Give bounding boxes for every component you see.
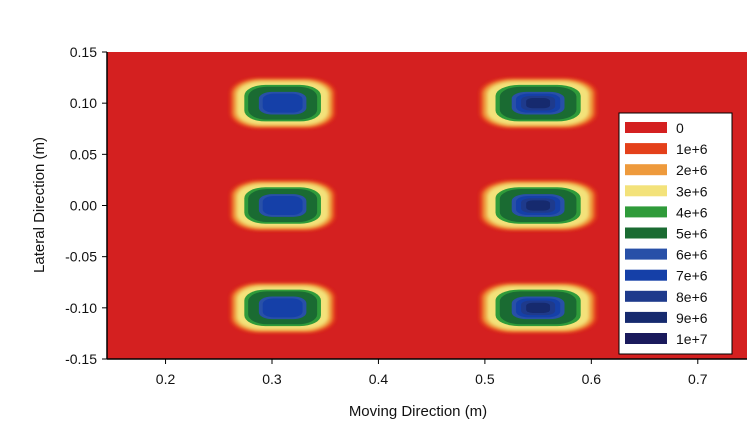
legend-label: 0 [676,120,684,136]
legend-item: 0 [625,120,684,136]
contour-regions [229,77,597,334]
legend-item: 4e+6 [625,204,708,220]
x-tick-label: 0.3 [262,371,282,387]
legend-items: 0 1e+6 2e+6 3e+6 4e+6 5e+6 6e+6 7e+6 8e+6 9e+6 1e+… [625,120,708,347]
contour-level-7e+6 [262,93,303,113]
y-axis-label: Lateral Direction (m) [31,137,48,273]
contour-level-7e+6 [262,298,303,318]
y-tick-label: 0.15 [70,44,97,60]
contour-peak [479,282,597,334]
contour-peak [229,180,336,231]
y-axis-ticks: 0.15 0.10 0.05 0.00 -0.05 -0.10 -0.15 [65,44,107,367]
legend-item: 2e+6 [625,162,708,178]
legend-swatch [625,122,667,133]
legend-item: 3e+6 [625,183,708,199]
legend-label: 7e+6 [676,268,708,284]
legend-item: 1e+7 [625,331,708,347]
legend-label: 9e+6 [676,310,708,326]
x-tick-label: 0.5 [475,371,495,387]
y-tick-label: -0.05 [65,249,97,265]
legend-label: 1e+6 [676,141,708,157]
x-tick-label: 0.6 [582,371,602,387]
x-axis-ticks: 0.2 0.3 0.4 0.5 0.6 0.7 [156,359,708,387]
y-tick-label: 0.10 [70,95,97,111]
x-tick-label: 0.7 [688,371,708,387]
legend-label: 1e+7 [676,331,708,347]
legend-item: 6e+6 [625,247,708,263]
x-axis-label: Moving Direction (m) [349,403,487,420]
legend-item: 5e+6 [625,226,708,242]
contour-level-9e+6 [526,98,551,109]
x-tick-label: 0.4 [369,371,389,387]
legend-item: 8e+6 [625,289,708,305]
legend-swatch [625,227,667,239]
y-tick-label: 0.00 [70,198,97,214]
legend-label: 3e+6 [676,183,708,199]
contour-level-7e+6 [262,196,303,215]
legend: 0 1e+6 2e+6 3e+6 4e+6 5e+6 6e+6 7e+6 8e+6 9e+6 1e+… [618,112,733,355]
legend-label: 5e+6 [676,226,708,242]
legend-swatch [625,185,667,197]
contour-level-9e+6 [526,302,551,313]
legend-label: 2e+6 [676,162,708,178]
legend-item: 7e+6 [625,268,708,284]
y-tick-label: 0.05 [70,146,97,162]
legend-swatch [625,206,667,218]
legend-label: 8e+6 [676,289,708,305]
legend-swatch [625,311,667,323]
y-tick-label: -0.10 [65,300,97,316]
x-tick-label: 0.2 [156,371,176,387]
legend-swatch [625,333,667,344]
y-tick-label: -0.15 [65,351,97,367]
legend-item: 9e+6 [625,310,708,326]
legend-label: 6e+6 [676,247,708,263]
legend-item: 1e+6 [625,141,708,157]
legend-swatch [625,269,667,281]
contour-peak [229,282,336,334]
legend-label: 4e+6 [676,204,708,220]
legend-swatch [625,164,667,176]
contour-peak [479,180,597,231]
contour-level-9e+6 [526,200,551,211]
contour-peak [479,77,597,129]
legend-swatch [625,290,667,302]
legend-swatch [625,143,667,155]
legend-swatch [625,248,667,260]
contour-peak [229,77,336,129]
